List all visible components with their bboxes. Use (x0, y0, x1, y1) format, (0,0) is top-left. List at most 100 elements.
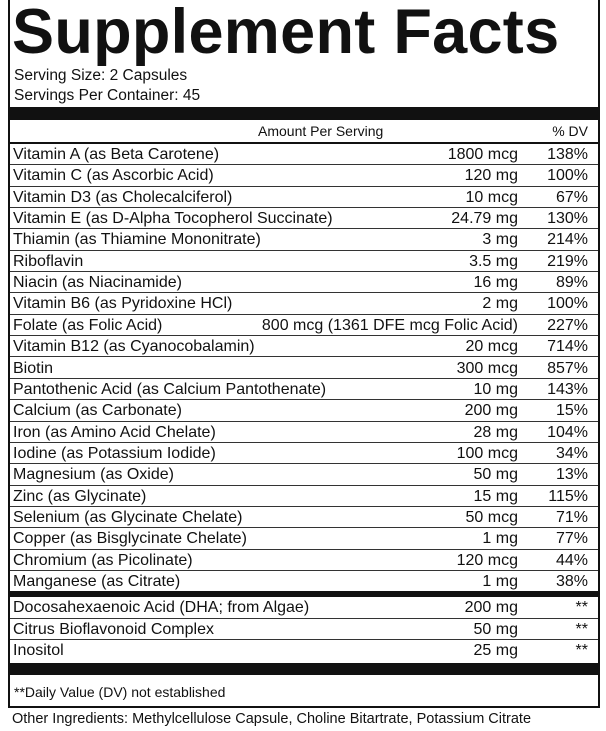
amount: 3 mg (482, 231, 518, 249)
amount: 300 mcg (456, 359, 518, 377)
amount: 1800 mcg (447, 146, 518, 163)
nutrient-name: Chromium (as Picolinate) (13, 551, 193, 569)
nutrient-row: Iodine (as Potassium Iodide) 100 mcg 34% (10, 443, 598, 465)
amount: 1 mg (482, 573, 518, 590)
nutrient-name: Citrus Bioflavonoid Complex (13, 620, 214, 638)
nutrient-name: Iron (as Amino Acid Chelate) (13, 423, 216, 441)
daily-value: 71% (555, 508, 588, 526)
nutrient-row: Zinc (as Glycinate) 15 mg 115% (10, 486, 598, 507)
daily-value: 44% (555, 551, 588, 569)
daily-value: 89% (555, 274, 588, 292)
medium-rule (10, 591, 598, 598)
nutrient-row: Vitamin E (as D-Alpha Tocopherol Succina… (10, 208, 598, 230)
nutrient-name: Vitamin A (as Beta Carotene) (13, 146, 220, 163)
nutrient-row: Manganese (as Citrate) 1 mg 38% (10, 571, 598, 593)
nutrient-name: Manganese (as Citrate) (13, 573, 181, 590)
daily-value: 67% (555, 188, 588, 206)
nutrient-name: Folate (as Folic Acid) (13, 316, 163, 334)
nutrient-row: Iron (as Amino Acid Chelate) 28 mg 104% (10, 422, 598, 443)
column-label: Amount Per Serving (258, 123, 384, 139)
nutrient-row: Chromium (as Picolinate) 120 mcg 44% (10, 550, 598, 571)
nutrient-row: Docosahexaenoic Acid (DHA; from Algae) 20… (10, 597, 598, 619)
nutrient-row: Inositol 25 mg ** (10, 640, 598, 661)
amount: 50 mg (473, 620, 518, 638)
nutrient-row: Thiamin (as Thiamine Mononitrate) 3 mg 214… (10, 229, 598, 251)
thick-rule (10, 663, 598, 676)
daily-value: 100% (547, 295, 588, 313)
daily-value: 34% (555, 444, 588, 462)
nutrient-name: Vitamin B6 (as Pyridoxine HCl) (13, 295, 233, 313)
nutrient-name: Iodine (as Potassium Iodide) (13, 444, 216, 462)
nutrient-name: Vitamin C (as Ascorbic Acid) (13, 167, 214, 185)
nutrient-row: Vitamin B12 (as Cyanocobalamin) 20 mcg 714… (10, 336, 598, 358)
amount: 200 mg (464, 599, 518, 617)
nutrient-row: Riboflavin 3.5 mg 219% (10, 251, 598, 273)
daily-value: 130% (547, 210, 588, 228)
facts-panel: Supplement Facts Serving Size: 2 Capsule… (8, 0, 600, 708)
nutrient-row: Biotin 300 mcg 857% (10, 358, 598, 379)
nutrient-name: Riboflavin (13, 252, 84, 270)
column-header: Amount Per Serving % DV (10, 120, 598, 144)
column-label: % DV (552, 123, 588, 139)
amount: 800 mcg (1361 DFE mcg Folic Acid) (261, 316, 518, 334)
nutrient-row: Vitamin D3 (as Cholecalciferol) 10 mcg 67% (10, 187, 598, 209)
amount: 120 mcg (456, 551, 518, 569)
amount: 120 mg (464, 167, 518, 185)
amount: 1 mg (482, 530, 518, 548)
amount: 10 mcg (465, 188, 518, 206)
daily-value: 138% (547, 146, 588, 163)
nutrient-name: Copper (as Bisglycinate Chelate) (13, 530, 247, 548)
nutrient-name: Vitamin E (as D-Alpha Tocopherol Succina… (13, 210, 333, 228)
nutrient-name: Docosahexaenoic Acid (DHA; from Algae) (13, 599, 310, 617)
nutrient-name: Calcium (as Carbonate) (13, 402, 182, 420)
daily-value: ** (575, 620, 588, 638)
amount: 16 mg (473, 274, 518, 292)
daily-value: 143% (547, 380, 588, 398)
daily-value: ** (575, 642, 588, 660)
nutrient-row: Copper (as Bisglycinate Chelate) 1 mg 77% (10, 528, 598, 550)
amount: 28 mg (473, 423, 518, 441)
daily-value: 38% (555, 573, 588, 590)
daily-value: 15% (555, 402, 588, 420)
daily-value: 214% (547, 231, 588, 249)
daily-value: 227% (547, 316, 588, 334)
nutrient-name: Vitamin B12 (as Cyanocobalamin) (13, 338, 255, 356)
daily-value: 857% (547, 359, 588, 377)
nutrient-row: Vitamin C (as Ascorbic Acid) 120 mg 100% (10, 165, 598, 187)
daily-value: 77% (555, 530, 588, 548)
nutrient-name: Thiamin (as Thiamine Mononitrate) (13, 231, 261, 249)
daily-value: ** (575, 599, 588, 617)
nutrient-row: Vitamin A (as Beta Carotene) 1800 mcg 138% (10, 144, 598, 166)
nutrient-name: Zinc (as Glycinate) (13, 487, 147, 505)
amount: 3.5 mg (469, 252, 518, 270)
thick-rule (10, 107, 598, 120)
nutrient-row: Magnesium (as Oxide) 50 mg 13% (10, 464, 598, 486)
nutrient-name: Selenium (as Glycinate Chelate) (13, 508, 243, 526)
nutrient-row: Vitamin B6 (as Pyridoxine HCl) 2 mg 100% (10, 293, 598, 315)
nutrient-name: Pantothenic Acid (as Calcium Pantothenat… (13, 380, 327, 398)
amount: 200 mg (464, 402, 518, 420)
amount: 50 mcg (465, 508, 518, 526)
title: Supplement Facts (12, 0, 560, 67)
daily-value: 100% (547, 167, 588, 185)
nutrient-name: Biotin (13, 359, 54, 377)
daily-value: 219% (547, 252, 588, 270)
nutrient-name: Inositol (13, 642, 64, 660)
amount: 20 mcg (465, 338, 518, 356)
nutrient-row: Folate (as Folic Acid) 800 mcg (1361 DFE … (10, 315, 598, 337)
footnote: **Daily Value (DV) not established (14, 684, 226, 700)
amount: 2 mg (482, 295, 518, 313)
nutrient-row: Selenium (as Glycinate Chelate) 50 mcg 71% (10, 507, 598, 529)
daily-value: 13% (555, 466, 588, 484)
daily-value: 104% (547, 423, 588, 441)
nutrient-row: Citrus Bioflavonoid Complex 50 mg ** (10, 619, 598, 641)
nutrient-row: Pantothenic Acid (as Calcium Pantothenat… (10, 379, 598, 401)
amount: 50 mg (473, 466, 518, 484)
nutrient-name: Niacin (as Niacinamide) (13, 274, 182, 292)
nutrient-row: Niacin (as Niacinamide) 16 mg 89% (10, 272, 598, 294)
other-ingredients: Other Ingredients: Methylcellulose Capsu… (12, 711, 532, 727)
amount: 10 mg (473, 380, 518, 398)
nutrient-name: Vitamin D3 (as Cholecalciferol) (13, 188, 233, 206)
daily-value: 714% (547, 338, 588, 356)
